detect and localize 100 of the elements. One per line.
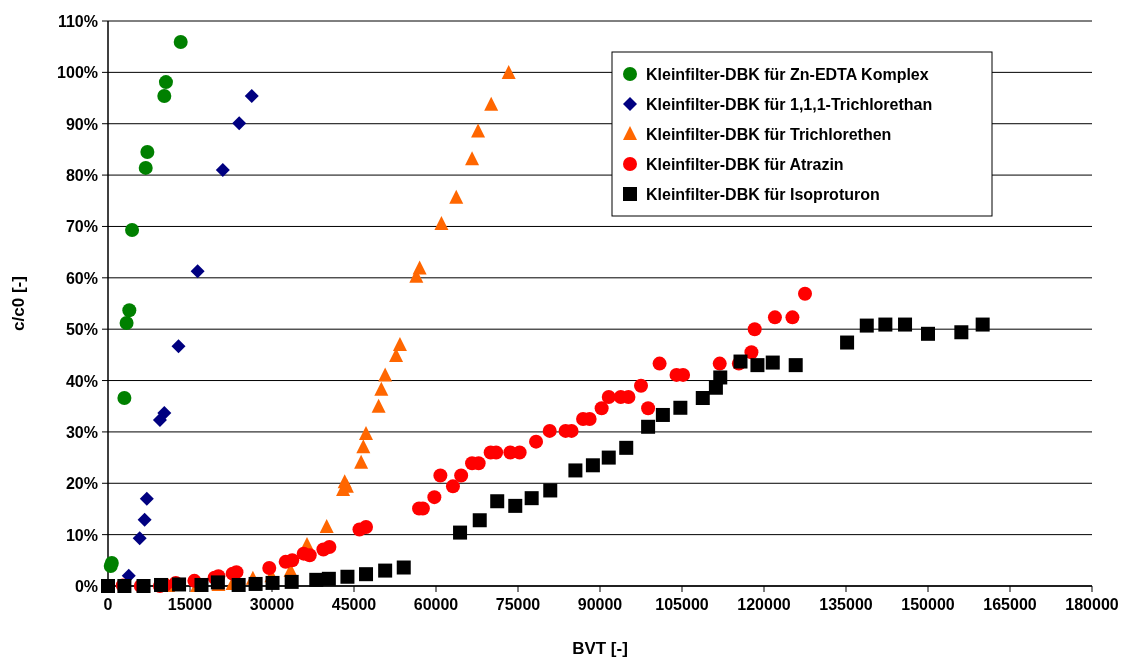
y-tick-label: 70%	[65, 218, 98, 236]
x-tick-label: 150000	[901, 596, 955, 613]
point	[449, 189, 464, 204]
x-tick-label: 180000	[1065, 596, 1119, 613]
point	[138, 160, 153, 175]
y-tick-label: 20%	[65, 475, 98, 493]
point	[484, 96, 499, 111]
point	[543, 483, 558, 498]
point	[284, 574, 299, 589]
point	[158, 75, 173, 90]
legend-label: Kleinfilter-DBK für Zn-EDTA Komplex	[646, 66, 929, 83]
point	[508, 498, 523, 513]
point	[117, 391, 132, 406]
point	[248, 576, 263, 591]
point	[359, 567, 374, 582]
point	[798, 286, 812, 301]
x-tick-label: 0	[103, 596, 113, 613]
point	[371, 398, 386, 413]
point	[655, 407, 670, 422]
point	[898, 317, 913, 332]
point	[634, 378, 648, 393]
point	[285, 553, 300, 568]
x-tick-label: 15000	[167, 596, 213, 613]
point	[529, 434, 544, 449]
x-tick-label: 165000	[983, 596, 1037, 613]
point	[568, 463, 583, 478]
point	[140, 144, 155, 159]
point	[767, 310, 782, 325]
point	[641, 401, 656, 416]
point	[859, 318, 874, 333]
point	[322, 539, 337, 554]
point	[713, 370, 728, 385]
point	[433, 468, 448, 483]
point	[378, 563, 393, 578]
point	[172, 577, 187, 592]
x-tick-label: 135000	[819, 596, 873, 613]
point	[374, 381, 389, 396]
point	[788, 358, 803, 373]
point	[712, 356, 727, 371]
y-tick-label: 40%	[65, 372, 98, 390]
point	[139, 491, 154, 506]
point	[392, 337, 407, 352]
x-tick-label: 60000	[413, 596, 459, 613]
point	[412, 260, 427, 275]
x-tick-label: 105000	[655, 596, 709, 613]
point	[378, 367, 393, 382]
point	[244, 88, 259, 103]
point	[232, 116, 247, 131]
point	[601, 389, 616, 404]
x-axis-title: BVT [-]	[572, 639, 628, 658]
x-tick-label: 75000	[495, 596, 541, 613]
y-tick-label: 60%	[65, 269, 98, 287]
point	[359, 425, 374, 440]
point	[445, 479, 460, 494]
point	[231, 577, 246, 592]
point	[157, 88, 172, 103]
point	[173, 35, 188, 50]
point	[765, 355, 780, 370]
point	[785, 310, 800, 325]
point	[354, 454, 369, 469]
point	[454, 468, 469, 483]
point	[122, 303, 137, 318]
point	[594, 401, 609, 416]
y-tick-label: 50%	[65, 321, 98, 339]
point	[673, 400, 688, 415]
y-tick-label: 10%	[65, 526, 98, 544]
point	[878, 317, 893, 332]
y-tick-label: 80%	[65, 167, 98, 185]
point	[465, 151, 480, 166]
point	[747, 322, 762, 337]
x-tick-label: 120000	[737, 596, 791, 613]
point	[427, 490, 442, 505]
point	[137, 512, 152, 527]
point	[695, 391, 710, 406]
point	[215, 162, 230, 177]
legend-label: Kleinfilter-DBK für 1,1,1-Trichlorethan	[646, 96, 933, 113]
point	[194, 577, 209, 592]
point	[309, 572, 324, 587]
x-tick-label: 45000	[331, 596, 377, 613]
y-axis-title: c/c0 [-]	[9, 276, 28, 331]
point	[585, 458, 600, 473]
point	[975, 317, 990, 332]
y-tick-label: 30%	[65, 423, 98, 441]
point	[340, 569, 355, 584]
point	[396, 560, 411, 575]
point	[750, 358, 765, 373]
point	[619, 440, 634, 455]
point	[954, 325, 969, 340]
point	[542, 423, 557, 438]
point	[471, 123, 486, 138]
point	[921, 326, 935, 341]
point	[356, 439, 371, 454]
point	[101, 579, 115, 593]
point	[490, 494, 505, 509]
point	[434, 215, 449, 230]
point	[744, 345, 759, 360]
point	[132, 531, 147, 546]
point	[453, 525, 468, 540]
point	[359, 519, 374, 534]
point	[262, 561, 277, 576]
